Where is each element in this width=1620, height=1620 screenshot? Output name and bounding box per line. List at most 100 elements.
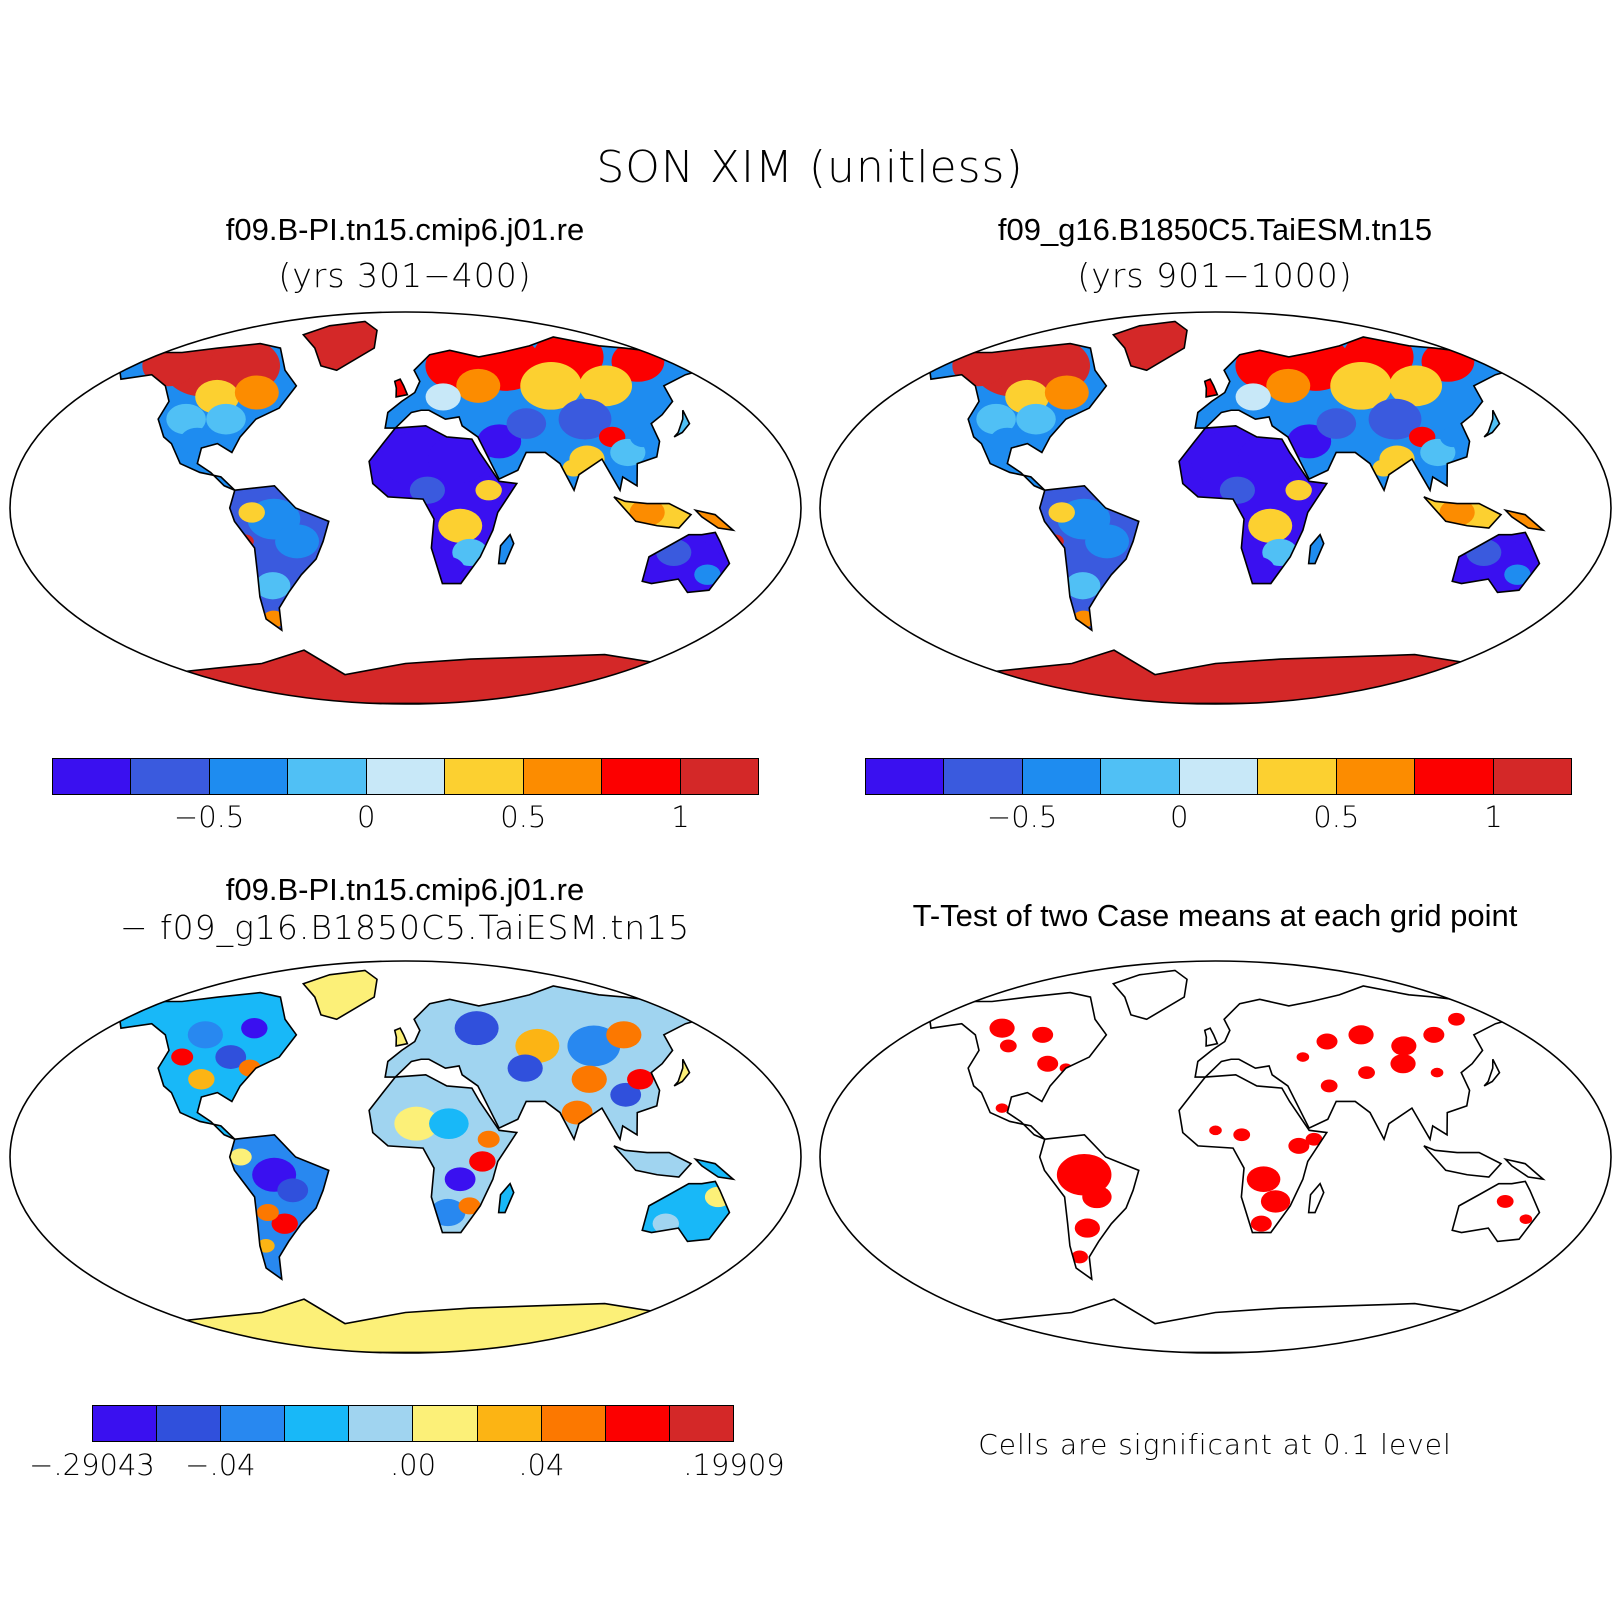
colorbar-tick-label: 0 (356, 800, 376, 834)
map-case1 (9, 311, 802, 705)
field-patch (255, 572, 291, 600)
colorbar-swatch (366, 759, 446, 794)
significant-cells (1320, 1079, 1338, 1093)
coastline-northAmerica (118, 991, 298, 1140)
coastline-indonesia (1423, 496, 1503, 529)
colorbar-swatch (1258, 759, 1337, 794)
coastline-australia (641, 1180, 731, 1243)
field-patch (456, 368, 501, 403)
field-patch (277, 1178, 309, 1203)
significant-cells (1250, 1215, 1272, 1232)
coastline-uk (393, 378, 409, 398)
coastline-newGuinea (1503, 1157, 1546, 1181)
coastline-indonesia (1423, 1145, 1503, 1178)
field-patch (215, 1045, 247, 1069)
coastline-eurasia (1194, 336, 1521, 493)
colorbar-swatch (288, 759, 367, 794)
colorbar-difference-ticks: −.29043 −.04 .00 .04 .19909 (29, 1448, 785, 1484)
significant-cells (1296, 1052, 1310, 1062)
land-madagascar (498, 534, 514, 564)
map-border (9, 960, 802, 1354)
panel-case1-subtitle: (yrs 301−400) (278, 256, 532, 295)
colorbar-swatch (131, 759, 210, 794)
coastline-newGuinea (1503, 508, 1546, 532)
field-patch (1368, 398, 1422, 440)
panel-diff-subtitle: − f09_g16.B1850C5.TaiESM.tn15 (119, 908, 691, 947)
significant-cells (995, 1103, 1009, 1113)
land-indonesia (1423, 1145, 1501, 1177)
field-patch (1016, 403, 1056, 435)
panel-diff-title: f09.B-PI.tn15.cmip6.j01.re (225, 872, 585, 907)
coastline-eurasia (384, 336, 711, 493)
significant-cells (1056, 1153, 1112, 1196)
land-greenland (303, 970, 378, 1020)
land-newGuinea (1505, 1159, 1544, 1180)
field-patch (579, 365, 633, 407)
significant-cells (1448, 1012, 1465, 1026)
land-africa (1179, 1074, 1327, 1233)
coastline-africa (368, 424, 519, 585)
land-newGuinea (695, 1159, 734, 1180)
land-uk (1204, 379, 1218, 397)
map-case2 (819, 311, 1612, 705)
field-patch (477, 1130, 500, 1148)
field-patch (629, 426, 657, 448)
significant-cells (989, 1018, 1015, 1038)
field-patch (515, 1028, 560, 1063)
field-patch (238, 502, 265, 523)
coastline-uk (1203, 378, 1219, 398)
coastline-japan (673, 1058, 691, 1087)
field-patch (229, 1148, 252, 1166)
colorbar-swatch (1336, 759, 1416, 794)
field-patch (506, 408, 547, 439)
colorbar-swatch (669, 1406, 733, 1441)
field-patch (1048, 502, 1075, 523)
field-patch (1044, 375, 1089, 410)
land-australia (1452, 1181, 1540, 1242)
colorbar-case2 (865, 758, 1572, 795)
field-patch (627, 1069, 654, 1090)
coastline-madagascar (1307, 1182, 1325, 1214)
coastline-greenland (301, 969, 378, 1021)
field-patch (606, 1021, 642, 1049)
significant-cells (1390, 1054, 1416, 1074)
coastline-australia (1451, 531, 1541, 594)
colorbar-swatch (866, 759, 945, 794)
coastline-africa (368, 1073, 519, 1234)
significant-cells (1519, 1214, 1533, 1224)
field-patch (171, 1048, 194, 1066)
colorbar-tick-label: −0.5 (986, 800, 1058, 834)
field-patch (429, 1108, 469, 1139)
colorbar-swatch (53, 759, 132, 794)
significant-cells (1430, 1067, 1444, 1078)
colorbar-tick-label: −0.5 (173, 800, 245, 834)
panel-case2-subtitle: (yrs 901−1000) (1077, 256, 1353, 295)
colorbar-swatch (523, 759, 603, 794)
field-patch (425, 383, 461, 411)
land-northAmerica (119, 992, 297, 1140)
coastline-southAmerica (1038, 484, 1140, 632)
colorbar-swatch (1415, 759, 1494, 794)
colorbar-tick-label: .04 (518, 1448, 565, 1482)
significant-cells (1305, 1132, 1323, 1146)
land-madagascar (1308, 534, 1324, 564)
coastline-greenland (1111, 969, 1188, 1021)
coastline-newGuinea (693, 1157, 736, 1181)
field-patch (669, 1195, 714, 1230)
significant-cells (1358, 1066, 1375, 1079)
coastline-northAmerica (928, 342, 1108, 491)
coastline-southAmerica (228, 1133, 330, 1281)
field-patch (271, 1213, 298, 1234)
field-patch (188, 1069, 215, 1090)
field-patch (469, 1151, 496, 1172)
colorbar-swatch (1493, 759, 1571, 794)
panel-case1-title: f09.B-PI.tn15.cmip6.j01.re (225, 212, 585, 247)
field-patch (1238, 435, 1300, 483)
land-uk (394, 1028, 408, 1046)
field-patch (1248, 508, 1293, 543)
colorbar-swatch (944, 759, 1023, 794)
coastline-southAmerica (228, 484, 330, 632)
field-patch (394, 1106, 439, 1141)
colorbar-tick-label: 0 (1169, 800, 1189, 834)
significant-cells (1209, 1125, 1222, 1136)
